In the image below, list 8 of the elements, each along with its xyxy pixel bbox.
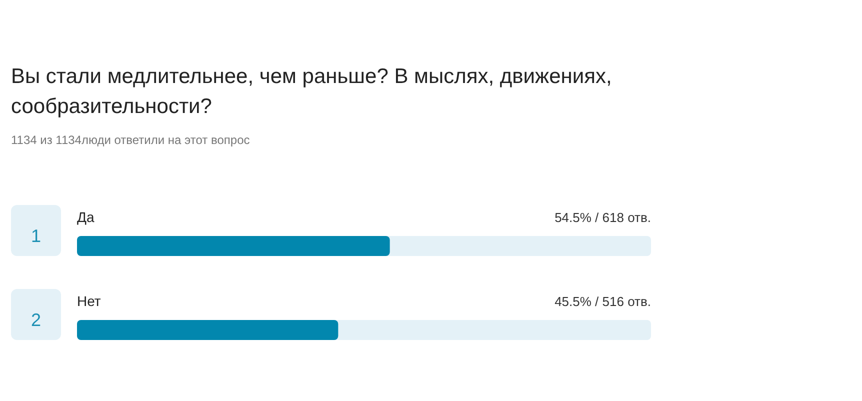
data-label: 45.5% / 516 отв. bbox=[554, 294, 651, 309]
y-tick-label: Да bbox=[77, 209, 94, 225]
text: 1 bbox=[30, 226, 42, 246]
text: 2 bbox=[30, 310, 42, 330]
y-tick-label: Нет bbox=[77, 293, 102, 309]
data-label: 54.5% / 618 отв. bbox=[554, 210, 651, 225]
chart-title: Вы стали медлительнее, чем раньше? В мыслях, движениях, сообразительности? bbox=[11, 64, 613, 120]
chart-subtitle: 1134 из 1134люди ответили на этот вопрос bbox=[11, 133, 250, 147]
